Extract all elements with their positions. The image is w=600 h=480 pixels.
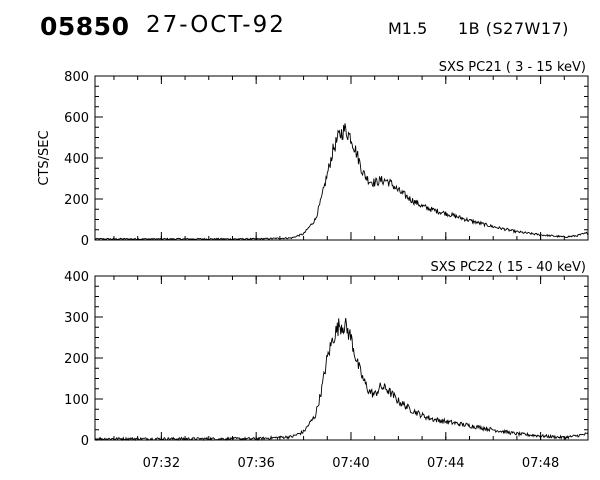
x-tick-label: 07:44 bbox=[427, 456, 464, 471]
y-tick-label: 800 bbox=[64, 70, 89, 85]
panel-label: SXS PC21 ( 3 - 15 keV) bbox=[439, 60, 586, 75]
flare-location: 1B (S27W17) bbox=[458, 19, 569, 38]
y-tick-label: 400 bbox=[64, 152, 89, 167]
event-id: 05850 bbox=[40, 12, 130, 41]
y-tick-label: 0 bbox=[81, 234, 89, 249]
y-tick-label: 200 bbox=[64, 193, 89, 208]
event-date: 27-OCT-92 bbox=[146, 12, 286, 38]
flare-class: M1.5 bbox=[388, 19, 428, 38]
panel-label: SXS PC22 ( 15 - 40 keV) bbox=[430, 260, 586, 275]
series-line-1 bbox=[94, 123, 589, 241]
y-tick-label: 200 bbox=[64, 352, 89, 367]
plot-frame bbox=[94, 275, 589, 441]
plot-frame bbox=[94, 75, 589, 241]
y-tick-label: 100 bbox=[64, 393, 89, 408]
x-tick-label: 07:36 bbox=[237, 456, 274, 471]
x-tick-label: 07:40 bbox=[332, 456, 369, 471]
panel-1: 0 200 400 600 800 SXS PC21 ( 3 - 15 keV) CTS/S… bbox=[37, 60, 589, 249]
panel-2: 0 100 200 300 400 07:32 07:36 07:40 07:44 07:48 SX… bbox=[64, 260, 589, 471]
y-tick-label: 0 bbox=[81, 434, 89, 449]
x-tick-label: 07:48 bbox=[522, 456, 559, 471]
x-tick-label: 07:32 bbox=[143, 456, 180, 471]
series-line-1 bbox=[95, 318, 589, 442]
y-tick-label: 600 bbox=[64, 111, 89, 126]
y-axis-label: CTS/SEC bbox=[37, 130, 52, 185]
y-tick-label: 400 bbox=[64, 270, 89, 285]
y-tick-label: 300 bbox=[64, 311, 89, 326]
